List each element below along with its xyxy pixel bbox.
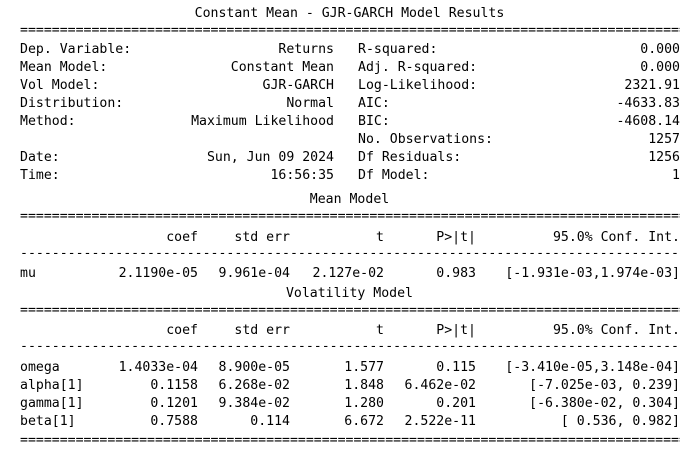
summary-right-value: 2321.91: [624, 78, 680, 93]
summary-right-label: No. Observations:: [358, 132, 493, 147]
param-p-value: 6.462e-02: [404, 378, 476, 393]
mean-model-double-rule: ========================================…: [20, 210, 680, 224]
param-name: alpha[1]: [20, 378, 84, 393]
param-p-value: 2.522e-11: [404, 414, 476, 429]
summary-left-value: GJR-GARCH: [262, 78, 334, 93]
parameter-row: gamma[1] 0.1201 9.384e-02 1.280 0.201 [-6.380…: [20, 395, 680, 413]
param-name: beta[1]: [20, 414, 76, 429]
param-coef: 2.1190e-05: [118, 266, 198, 281]
summary-left-label: Mean Model:: [20, 60, 108, 75]
parameter-row: omega 1.4033e-04 8.900e-05 1.577 0.115 [-3.41…: [20, 359, 680, 377]
summary-row: No. Observations: 1257: [20, 131, 680, 149]
param-name: mu: [20, 266, 36, 281]
summary-right-value: -4633.83: [616, 96, 680, 111]
summary-right-value: 0.000: [640, 60, 680, 75]
param-coef: 0.7588: [150, 414, 198, 429]
header-t: t: [376, 230, 384, 245]
summary-left-label: Dep. Variable:: [20, 42, 132, 57]
header-coef: coef: [166, 230, 198, 245]
summary-row: Dep. Variable: Returns R-squared: 0.000: [20, 41, 680, 59]
summary-row: Time: 16:56:35 Df Model: 1: [20, 167, 680, 185]
summary-right-label: Df Model:: [358, 168, 430, 183]
summary-left-value: Maximum Likelihood: [191, 114, 334, 129]
param-std-err: 9.384e-02: [218, 396, 290, 411]
param-p-value: 0.115: [436, 360, 476, 375]
header-conf-int: 95.0% Conf. Int.: [552, 230, 680, 245]
param-t: 1.848: [344, 378, 384, 393]
param-p-value: 0.983: [436, 266, 476, 281]
volatility-model-single-rule: ----------------------------------------…: [20, 340, 680, 354]
param-std-err: 0.114: [250, 414, 290, 429]
bottom-double-rule: ========================================…: [20, 434, 680, 448]
mean-model-single-rule: ----------------------------------------…: [20, 247, 680, 261]
summary-left-label: Time:: [20, 168, 60, 183]
summary-right-label: R-squared:: [358, 42, 438, 57]
summary-right-value: 1257: [648, 132, 680, 147]
param-p-value: 0.201: [436, 396, 476, 411]
summary-left-value: Sun, Jun 09 2024: [206, 150, 334, 165]
param-t: 1.280: [344, 396, 384, 411]
mean-model-header-row: coef std err t P>|t| 95.0% Conf. Int.: [20, 229, 680, 247]
top-double-rule: ========================================…: [20, 24, 680, 38]
parameter-row: beta[1] 0.7588 0.114 6.672 2.522e-11 [ 0.536,…: [20, 413, 680, 431]
param-t: 2.127e-02: [312, 266, 384, 281]
header-p: P>|t|: [436, 230, 476, 245]
header-coef: coef: [166, 323, 198, 338]
param-std-err: 8.900e-05: [218, 360, 290, 375]
summary-right-label: Adj. R-squared:: [358, 60, 478, 75]
param-t: 6.672: [344, 414, 384, 429]
summary-left-label: Vol Model:: [20, 78, 100, 93]
summary-row: Method: Maximum Likelihood BIC: -4608.14: [20, 113, 680, 131]
summary-right-label: Log-Likelihood:: [358, 78, 478, 93]
summary-left-value: 16:56:35: [270, 168, 334, 183]
param-conf-int: [ 0.536, 0.982]: [560, 414, 680, 429]
param-coef: 0.1158: [150, 378, 198, 393]
param-coef: 1.4033e-04: [118, 360, 198, 375]
summary-right-label: Df Residuals:: [358, 150, 462, 165]
param-name: gamma[1]: [20, 396, 84, 411]
header-p: P>|t|: [436, 323, 476, 338]
param-name: omega: [20, 360, 60, 375]
summary-right-value: -4608.14: [616, 114, 680, 129]
summary-right-label: AIC:: [358, 96, 390, 111]
summary-left-value: Normal: [286, 96, 334, 111]
header-std-err: std err: [234, 323, 290, 338]
volatility-model-header-row: coef std err t P>|t| 95.0% Conf. Int.: [20, 322, 680, 340]
parameter-row: alpha[1] 0.1158 6.268e-02 1.848 6.462e-02 [-7…: [20, 377, 680, 395]
param-conf-int: [-1.931e-03,1.974e-03]: [505, 266, 680, 281]
summary-left-value: Constant Mean: [230, 60, 334, 75]
summary-row: Distribution: Normal AIC: -4633.83: [20, 95, 680, 113]
summary-row: Date: Sun, Jun 09 2024 Df Residuals: 1256: [20, 149, 680, 167]
param-conf-int: [-3.410e-05,3.148e-04]: [505, 360, 680, 375]
summary-left-label: Distribution:: [20, 96, 124, 111]
mean-model-title: Mean Model: [309, 192, 390, 207]
param-conf-int: [-7.025e-03, 0.239]: [529, 378, 680, 393]
param-std-err: 9.961e-04: [218, 266, 290, 281]
param-coef: 0.1201: [150, 396, 198, 411]
summary-left-label: Date:: [20, 150, 60, 165]
summary-right-label: BIC:: [358, 114, 390, 129]
header-t: t: [376, 323, 384, 338]
param-std-err: 6.268e-02: [218, 378, 290, 393]
param-t: 1.577: [344, 360, 384, 375]
volatility-model-title: Volatility Model: [285, 286, 414, 301]
volatility-model-double-rule: ========================================…: [20, 304, 680, 318]
summary-right-value: 1256: [648, 150, 680, 165]
header-std-err: std err: [234, 230, 290, 245]
results-title: Constant Mean - GJR-GARCH Model Results: [194, 6, 505, 21]
header-conf-int: 95.0% Conf. Int.: [552, 323, 680, 338]
summary-right-value: 1: [672, 168, 680, 183]
summary-left-label: Method:: [20, 114, 76, 129]
parameter-row: mu 2.1190e-05 9.961e-04 2.127e-02 0.983 [-1.9…: [20, 265, 680, 283]
param-conf-int: [-6.380e-02, 0.304]: [529, 396, 680, 411]
summary-row: Vol Model: GJR-GARCH Log-Likelihood: 2321.9…: [20, 77, 680, 95]
summary-row: Mean Model: Constant Mean Adj. R-squared: 0…: [20, 59, 680, 77]
summary-left-value: Returns: [278, 42, 334, 57]
summary-right-value: 0.000: [640, 42, 680, 57]
